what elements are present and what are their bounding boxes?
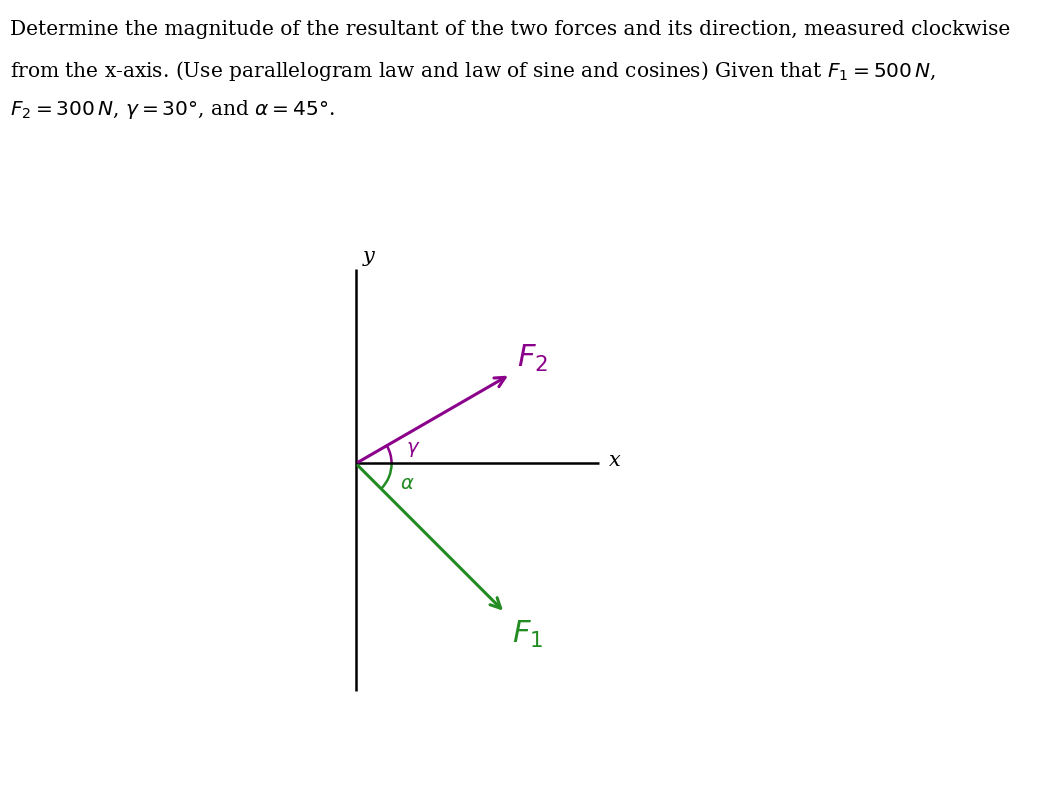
Text: y: y — [363, 247, 374, 266]
Text: $F_1$: $F_1$ — [512, 619, 543, 650]
Text: $F_2$: $F_2$ — [517, 343, 548, 374]
Text: $F_2 = 300\,N$, $\gamma = 30°$, and $\alpha = 45°$.: $F_2 = 300\,N$, $\gamma = 30°$, and $\al… — [10, 98, 336, 121]
Text: from the x-axis. (Use parallelogram law and law of sine and cosines) Given that : from the x-axis. (Use parallelogram law … — [10, 59, 937, 83]
Text: $\gamma$: $\gamma$ — [406, 439, 420, 459]
Text: $\alpha$: $\alpha$ — [400, 475, 415, 493]
Text: x: x — [609, 450, 621, 470]
Text: Determine the magnitude of the resultant of the two forces and its direction, me: Determine the magnitude of the resultant… — [10, 20, 1011, 39]
